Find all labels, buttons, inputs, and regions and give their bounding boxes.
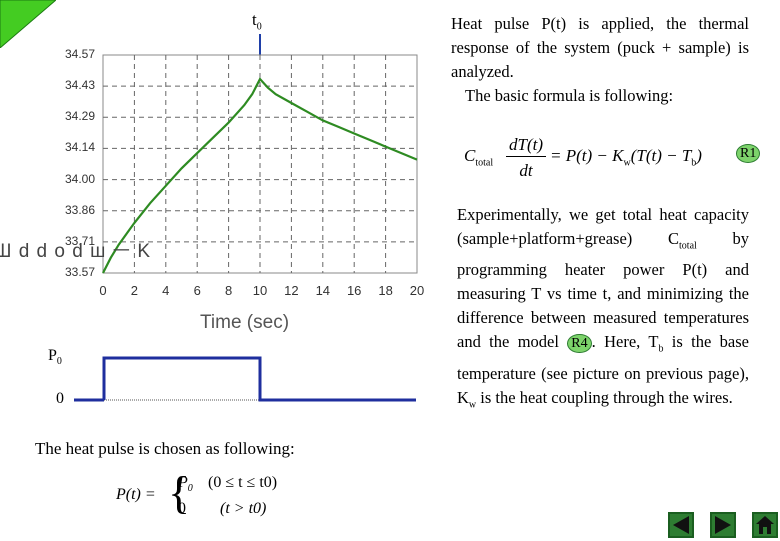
pulse-formula: P(t) = { P0 (0 ≤ t ≤ t0) 0 (t > t0)	[116, 467, 278, 518]
y-tick-label: 33.57	[64, 265, 95, 279]
x-tick-label: 12	[284, 283, 299, 298]
home-button[interactable]	[752, 512, 778, 538]
y-tick-label: 34.29	[64, 109, 95, 124]
ref-badge-r4[interactable]: R4	[567, 334, 592, 354]
next-slide-button[interactable]	[710, 512, 736, 538]
p0-label: P0	[48, 347, 62, 368]
intro-text: Heat pulse P(t) is applied, the thermal …	[451, 14, 749, 105]
chart-plot-area	[102, 54, 418, 274]
x-tick-label: 20	[409, 283, 425, 298]
y-tick-label: 34.00	[64, 171, 95, 186]
t0-label: t0	[252, 10, 262, 33]
temperature-chart: 34.57 34.43 34.29 34.14 34.00 33.86 33.71 33.57…	[0, 0, 440, 340]
x-tick-label: 4	[162, 283, 170, 298]
y-tick-label: 34.57	[64, 47, 95, 61]
x-tick-label: 14	[315, 283, 331, 298]
arrow-right-icon	[715, 516, 731, 534]
y-tick-label: 34.14	[64, 140, 95, 155]
x-tick-label: 6	[193, 283, 201, 298]
corner-triangle-icon	[0, 0, 56, 48]
x-tick-label: 0	[99, 283, 107, 298]
y-tick-label: 33.86	[64, 202, 95, 217]
y-tick-label: 34.43	[64, 78, 95, 93]
temperature-curve	[102, 77, 418, 274]
pulse-caption: The heat pulse is chosen as following:	[35, 439, 295, 458]
prev-slide-button[interactable]	[668, 512, 694, 538]
pulse-waveform	[74, 356, 416, 402]
brace-icon: {	[168, 467, 191, 518]
x-tick-label: 16	[346, 283, 362, 298]
ref-badge-r1[interactable]: R1	[736, 144, 761, 163]
explanation-text: Experimentally, we get total heat capaci…	[457, 205, 750, 410]
y-axis-label-glyphs: Ш d d o d ш ㅡ K	[0, 241, 152, 262]
x-tick-label: 2	[130, 283, 138, 298]
formula-r1: Ctotal dT(t) dt = P(t) − Kw(T(t) − Tb) R…	[462, 130, 762, 188]
x-tick-label: 8	[224, 283, 233, 298]
y-tick-label: 33.71	[64, 233, 95, 248]
arrow-left-icon	[673, 516, 689, 534]
home-icon	[756, 516, 774, 534]
x-tick-label: 18	[378, 283, 393, 298]
zero-label: 0	[56, 390, 64, 407]
x-tick-label: 10	[252, 283, 268, 298]
x-axis-label: Time (sec)	[200, 312, 290, 333]
